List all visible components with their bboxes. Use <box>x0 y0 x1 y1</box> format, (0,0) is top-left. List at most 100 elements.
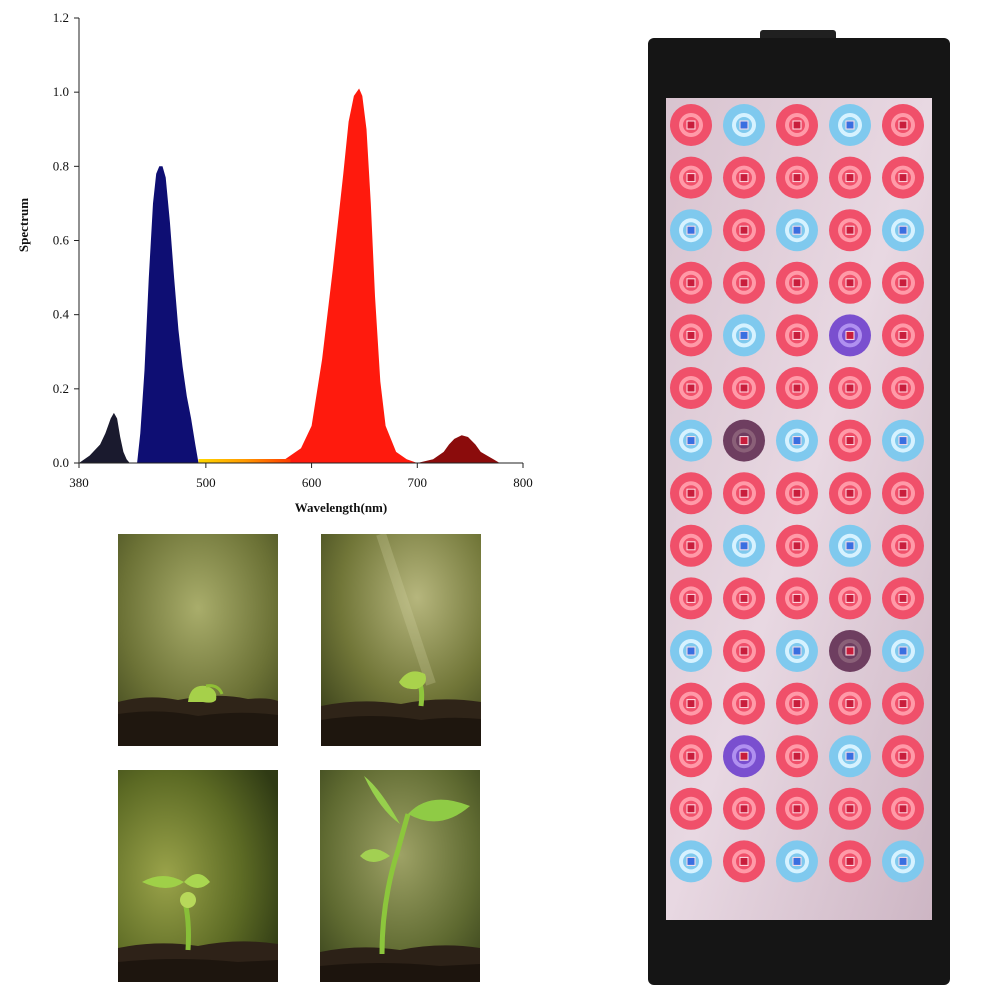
red-led <box>723 577 765 620</box>
red-led <box>882 261 924 304</box>
blue-led <box>882 419 924 462</box>
red-led <box>829 577 871 620</box>
y-axis-label: Spectrum <box>16 198 31 252</box>
red-led <box>723 787 765 830</box>
red-led <box>776 314 818 357</box>
y-tick-label: 0.0 <box>53 455 69 470</box>
purple-led <box>829 314 871 357</box>
y-tick-label: 0.6 <box>53 233 70 248</box>
red-led <box>670 577 712 620</box>
red-led <box>776 472 818 515</box>
y-tick-label: 1.0 <box>53 84 69 99</box>
red-led <box>776 104 818 146</box>
red-led <box>829 682 871 725</box>
red-led <box>670 104 712 146</box>
blue-led <box>882 840 924 883</box>
red-led <box>882 577 924 620</box>
red-led <box>776 367 818 409</box>
red-led <box>882 787 924 830</box>
visible-band-strip <box>198 459 291 463</box>
blue-led <box>723 104 765 146</box>
blue-led <box>723 314 765 357</box>
red-led <box>829 261 871 304</box>
series-layer <box>79 88 500 464</box>
blue-led <box>829 735 871 778</box>
blue-led <box>776 840 818 883</box>
red-led <box>829 419 871 462</box>
dark-red-led <box>723 419 765 462</box>
red-led <box>829 840 871 883</box>
spectrum-peak-3 <box>269 88 418 463</box>
seedling-photo-4 <box>320 770 480 982</box>
red-led <box>882 472 924 515</box>
blue-led <box>723 524 765 567</box>
red-led <box>670 472 712 515</box>
red-led <box>723 209 765 252</box>
blue-led <box>882 630 924 672</box>
spectrum-peak-1 <box>79 412 130 463</box>
red-led <box>670 367 712 409</box>
red-led <box>882 367 924 409</box>
blue-led <box>882 209 924 252</box>
red-led <box>776 261 818 304</box>
red-led <box>670 314 712 357</box>
blue-led <box>776 209 818 252</box>
red-led <box>829 156 871 199</box>
red-led <box>723 156 765 199</box>
red-led <box>882 104 924 146</box>
led-grow-light-panel <box>640 30 960 985</box>
blue-led <box>670 419 712 462</box>
red-led <box>882 524 924 567</box>
spectrum-peak-4 <box>417 435 500 463</box>
red-led <box>882 156 924 199</box>
x-tick-label: 380 <box>69 475 89 490</box>
red-led <box>776 577 818 620</box>
blue-led <box>776 419 818 462</box>
blue-led <box>776 630 818 672</box>
red-led <box>670 735 712 778</box>
x-axis-label: Wavelength(nm) <box>295 500 387 515</box>
seedling-photo-3 <box>118 770 278 982</box>
red-led <box>723 367 765 409</box>
red-led <box>829 472 871 515</box>
x-tick-label: 500 <box>196 475 216 490</box>
red-led <box>829 209 871 252</box>
red-led <box>829 367 871 409</box>
red-led <box>670 682 712 725</box>
red-led <box>723 630 765 672</box>
led-array <box>670 104 924 883</box>
axes-layer: 0.0 0.2 0.4 0.6 0.8 1.0 1.2 380 500 600 700 800 <box>53 10 533 490</box>
red-led <box>882 682 924 725</box>
blue-led <box>829 104 871 146</box>
red-led <box>670 156 712 199</box>
red-led <box>776 682 818 725</box>
x-tick-label: 600 <box>302 475 322 490</box>
x-tick-label: 800 <box>513 475 533 490</box>
red-led <box>776 787 818 830</box>
blue-led <box>670 840 712 883</box>
red-led <box>776 735 818 778</box>
y-tick-label: 0.4 <box>53 307 70 322</box>
red-led <box>670 524 712 567</box>
red-led <box>882 735 924 778</box>
seedling-photo-2 <box>321 534 481 746</box>
blue-led <box>829 524 871 567</box>
red-led <box>829 787 871 830</box>
red-led <box>723 840 765 883</box>
blue-led <box>670 209 712 252</box>
red-led <box>882 314 924 357</box>
dark-red-led <box>829 630 871 672</box>
x-tick-label: 700 <box>408 475 428 490</box>
purple-led <box>723 735 765 778</box>
red-led <box>723 261 765 304</box>
y-tick-label: 1.2 <box>53 10 69 25</box>
y-tick-label: 0.2 <box>53 381 69 396</box>
red-led <box>723 682 765 725</box>
seedling-photo-1 <box>118 534 278 746</box>
red-led <box>670 261 712 304</box>
spectrum-peak-2 <box>137 166 199 464</box>
red-led <box>670 787 712 830</box>
y-tick-label: 0.8 <box>53 158 69 173</box>
red-led <box>723 472 765 515</box>
spectrum-chart: 0.0 0.2 0.4 0.6 0.8 1.0 1.2 380 500 600 700 800 Wav… <box>16 10 533 515</box>
